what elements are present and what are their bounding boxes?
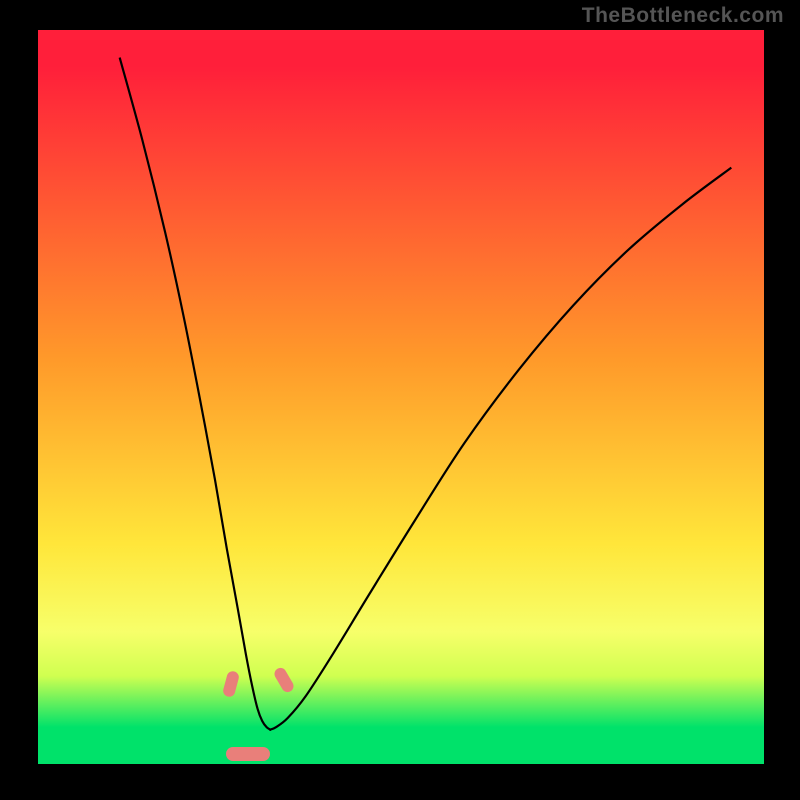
curve-marker (272, 666, 295, 695)
plot-area (38, 30, 764, 764)
curve-marker (226, 747, 270, 761)
curve-path (120, 58, 732, 730)
watermark-text: TheBottleneck.com (582, 4, 784, 28)
curve-marker (222, 670, 240, 698)
bottleneck-curve (38, 30, 764, 764)
